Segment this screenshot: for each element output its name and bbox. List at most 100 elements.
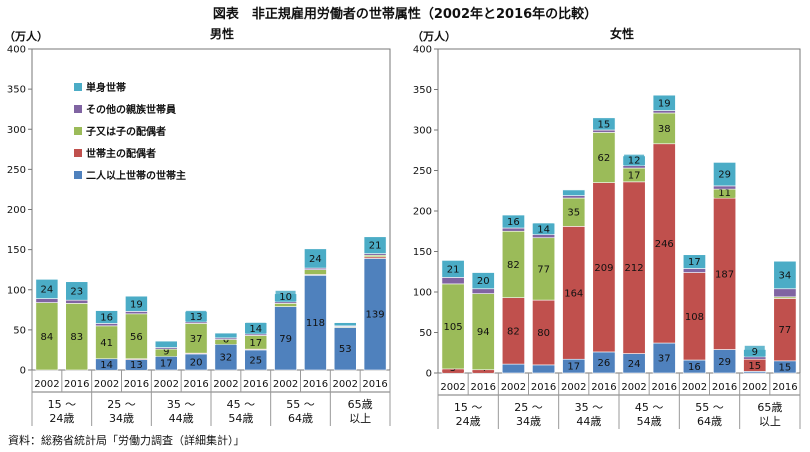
year-label: 2016 (772, 382, 797, 393)
year-label: 2016 (652, 382, 677, 393)
data-label-bg (744, 359, 765, 371)
year-label: 2016 (531, 382, 556, 393)
data-label: 212 (625, 263, 644, 274)
y-tick-label: 400 (413, 45, 432, 56)
data-label: 19 (658, 98, 671, 109)
bar-segment (773, 288, 797, 298)
y-tick-label: 150 (7, 245, 26, 256)
year-label: 2016 (712, 382, 737, 393)
data-label-bg (624, 262, 645, 274)
data-label-bg (714, 187, 735, 199)
data-label: 9 (163, 346, 169, 357)
age-group-label: 55 ～ (695, 401, 724, 414)
year-label: 2002 (682, 382, 707, 393)
data-label-bg (126, 298, 147, 310)
year-label: 2016 (362, 379, 387, 390)
data-label: 23 (70, 286, 83, 297)
data-label-bg (335, 343, 356, 355)
age-group-label: 24歳 (456, 415, 481, 428)
age-group-label: 25 ～ (514, 401, 543, 414)
data-label: 17 (160, 359, 173, 370)
data-label-bg (533, 327, 554, 338)
data-label-bg (563, 360, 584, 372)
year-label: 2002 (34, 379, 59, 390)
year-label: 2002 (440, 382, 465, 393)
age-group-label: 34歳 (109, 412, 134, 425)
data-label: 10 (279, 292, 292, 303)
data-label-bg (774, 269, 795, 281)
data-label: 24 (628, 359, 641, 370)
y-tick-label: 150 (413, 247, 432, 258)
data-label: 53 (339, 344, 352, 355)
bar-segment (274, 303, 297, 307)
data-label-bg (593, 152, 614, 164)
data-label-bg (305, 252, 326, 264)
data-label: 84 (41, 332, 54, 343)
bar-segment (304, 269, 327, 275)
bar-segment (65, 299, 89, 304)
bar-segment (562, 195, 586, 199)
y-tick-label: 350 (413, 85, 432, 96)
data-label: 29 (718, 357, 731, 368)
data-label: 62 (598, 153, 611, 164)
data-label: 209 (594, 263, 613, 274)
data-label: 82 (507, 260, 520, 271)
y-tick-label: 300 (7, 125, 26, 136)
data-label: 16 (688, 362, 701, 373)
year-label: 2002 (621, 382, 646, 393)
age-group-label: 54歳 (637, 415, 662, 428)
data-label: 118 (306, 318, 325, 329)
data-label-bg (654, 237, 675, 249)
bar-segment (501, 363, 525, 374)
data-label-bg (774, 324, 795, 336)
bar-segment (333, 322, 357, 327)
data-label-bg (443, 263, 464, 275)
data-label-bg (684, 256, 705, 268)
data-label: 13 (130, 360, 143, 371)
data-label-bg (684, 310, 705, 322)
data-label: 79 (279, 334, 292, 345)
y-tick-label: 0 (426, 369, 432, 380)
data-label-bg (215, 351, 236, 363)
y-tick-label: 250 (7, 165, 26, 176)
data-label: 15 (598, 119, 611, 130)
data-label-bg (186, 310, 207, 322)
age-group-label: 以上 (349, 412, 371, 425)
year-label: 2016 (243, 379, 268, 390)
data-label-bg (503, 325, 524, 337)
data-label: 35 (567, 208, 580, 219)
data-label: 29 (718, 170, 731, 181)
data-label: 15 (748, 361, 761, 372)
data-label: 9 (752, 347, 758, 358)
legend-label: 子又は子の配偶者 (86, 125, 166, 138)
data-label-bg (96, 336, 117, 348)
bar-segment (471, 288, 495, 294)
legend-label: 二人以上世帯の世帯主 (86, 169, 186, 182)
data-label-bg (593, 118, 614, 130)
data-label-bg (186, 332, 207, 344)
age-group-label: 45 ～ (227, 398, 256, 411)
age-group-label: 以上 (759, 415, 781, 428)
year-label: 2016 (471, 382, 496, 393)
data-label-bg (66, 285, 87, 297)
data-label: 38 (658, 124, 671, 135)
data-label: 105 (444, 322, 463, 333)
age-group-label: 24歳 (49, 412, 74, 425)
data-label: 32 (220, 353, 233, 364)
figure-title: 図表 非正規雇用労働者の世帯属性（2002年と2016年の比較） (212, 7, 598, 22)
data-label: 20 (190, 357, 203, 368)
source-note: 資料：総務省統計局「労働力調査（詳細集計）」 (8, 434, 245, 447)
data-label: 14 (249, 324, 262, 335)
data-label-bg (473, 275, 494, 287)
data-label: 17 (567, 362, 580, 373)
data-label: 14 (100, 360, 113, 371)
age-group-label: 44歳 (576, 415, 601, 428)
data-label: 56 (130, 332, 143, 343)
y-tick-label: 350 (7, 85, 26, 96)
year-label: 2016 (183, 379, 208, 390)
y-tick-label: 100 (7, 285, 26, 296)
data-label-bg (533, 223, 554, 235)
y-tick-label: 300 (413, 126, 432, 137)
